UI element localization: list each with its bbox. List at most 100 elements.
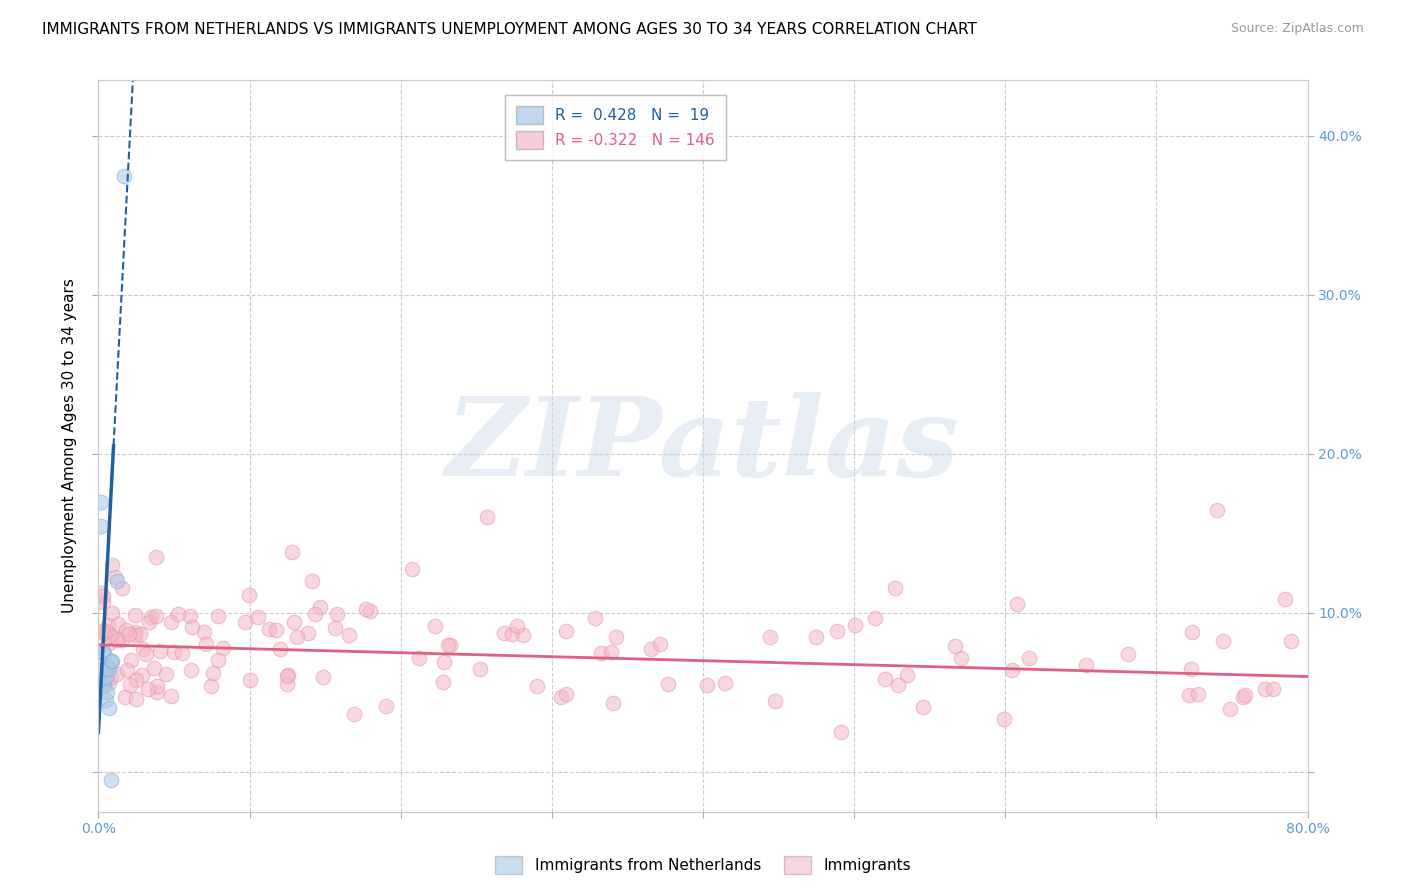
Point — [337, 628, 360, 642]
Point — [1219, 702, 1241, 716]
Point — [602, 696, 624, 710]
Point — [1178, 688, 1201, 702]
Point — [180, 620, 202, 634]
Point — [599, 645, 621, 659]
Point — [257, 623, 280, 637]
Point — [343, 706, 366, 721]
Point — [266, 623, 288, 637]
Point — [830, 725, 852, 739]
Point — [111, 633, 134, 648]
Point — [112, 169, 135, 183]
Point — [285, 630, 308, 644]
Point — [201, 666, 224, 681]
Point — [281, 544, 304, 558]
Point — [179, 609, 201, 624]
Point — [172, 646, 194, 660]
Point — [844, 618, 866, 632]
Point — [475, 510, 498, 524]
Point — [125, 673, 148, 687]
Point — [1254, 681, 1277, 696]
Point — [145, 549, 167, 564]
Point — [155, 667, 177, 681]
Point — [142, 661, 165, 675]
Point — [765, 694, 787, 708]
Point — [354, 602, 377, 616]
Point — [98, 662, 121, 676]
Point — [238, 588, 260, 602]
Point — [555, 687, 578, 701]
Point — [93, 595, 115, 609]
Point — [105, 632, 128, 647]
Point — [233, 615, 256, 630]
Point — [135, 647, 157, 661]
Point — [91, 646, 114, 660]
Point — [101, 558, 124, 573]
Text: IMMIGRANTS FROM NETHERLANDS VS IMMIGRANTS UNEMPLOYMENT AMONG AGES 30 TO 34 YEARS: IMMIGRANTS FROM NETHERLANDS VS IMMIGRANT… — [42, 22, 977, 37]
Point — [583, 611, 606, 625]
Point — [323, 621, 346, 635]
Point — [1261, 682, 1284, 697]
Point — [94, 693, 117, 707]
Point — [1018, 651, 1040, 665]
Point — [91, 662, 114, 676]
Point — [276, 677, 298, 691]
Point — [98, 636, 121, 650]
Point — [758, 630, 780, 644]
Point — [146, 679, 169, 693]
Point — [247, 610, 270, 624]
Point — [114, 690, 136, 704]
Point — [657, 676, 679, 690]
Point — [129, 627, 152, 641]
Point — [160, 615, 183, 629]
Point — [149, 644, 172, 658]
Point — [136, 681, 159, 696]
Point — [1180, 662, 1202, 676]
Point — [301, 574, 323, 588]
Text: Source: ZipAtlas.com: Source: ZipAtlas.com — [1230, 22, 1364, 36]
Y-axis label: Unemployment Among Ages 30 to 34 years: Unemployment Among Ages 30 to 34 years — [62, 278, 77, 614]
Point — [194, 637, 217, 651]
Point — [492, 625, 515, 640]
Point — [105, 574, 128, 589]
Point — [714, 675, 737, 690]
Point — [439, 638, 461, 652]
Point — [993, 712, 1015, 726]
Point — [423, 619, 446, 633]
Point — [146, 685, 169, 699]
Point — [100, 772, 122, 787]
Point — [115, 623, 138, 637]
Point — [1233, 688, 1256, 702]
Point — [312, 670, 335, 684]
Point — [408, 651, 430, 665]
Point — [107, 616, 129, 631]
Point — [911, 700, 934, 714]
Point — [100, 655, 122, 669]
Point — [100, 607, 122, 621]
Point — [120, 653, 142, 667]
Point — [1232, 690, 1254, 705]
Point — [115, 663, 138, 677]
Point — [804, 630, 827, 644]
Point — [96, 685, 118, 699]
Point — [193, 625, 215, 640]
Point — [1206, 502, 1229, 516]
Point — [827, 624, 849, 638]
Point — [200, 679, 222, 693]
Point — [1187, 687, 1209, 701]
Point — [696, 678, 718, 692]
Point — [887, 678, 910, 692]
Point — [118, 627, 141, 641]
Point — [432, 674, 454, 689]
Text: ZIPatlas: ZIPatlas — [446, 392, 960, 500]
Legend: Immigrants from Netherlands, Immigrants: Immigrants from Netherlands, Immigrants — [489, 850, 917, 880]
Point — [104, 570, 127, 584]
Point — [131, 667, 153, 681]
Point — [180, 664, 202, 678]
Point — [94, 624, 117, 639]
Point — [506, 619, 529, 633]
Point — [501, 627, 523, 641]
Point — [100, 654, 122, 668]
Point — [125, 691, 148, 706]
Point — [640, 641, 662, 656]
Point — [326, 607, 349, 622]
